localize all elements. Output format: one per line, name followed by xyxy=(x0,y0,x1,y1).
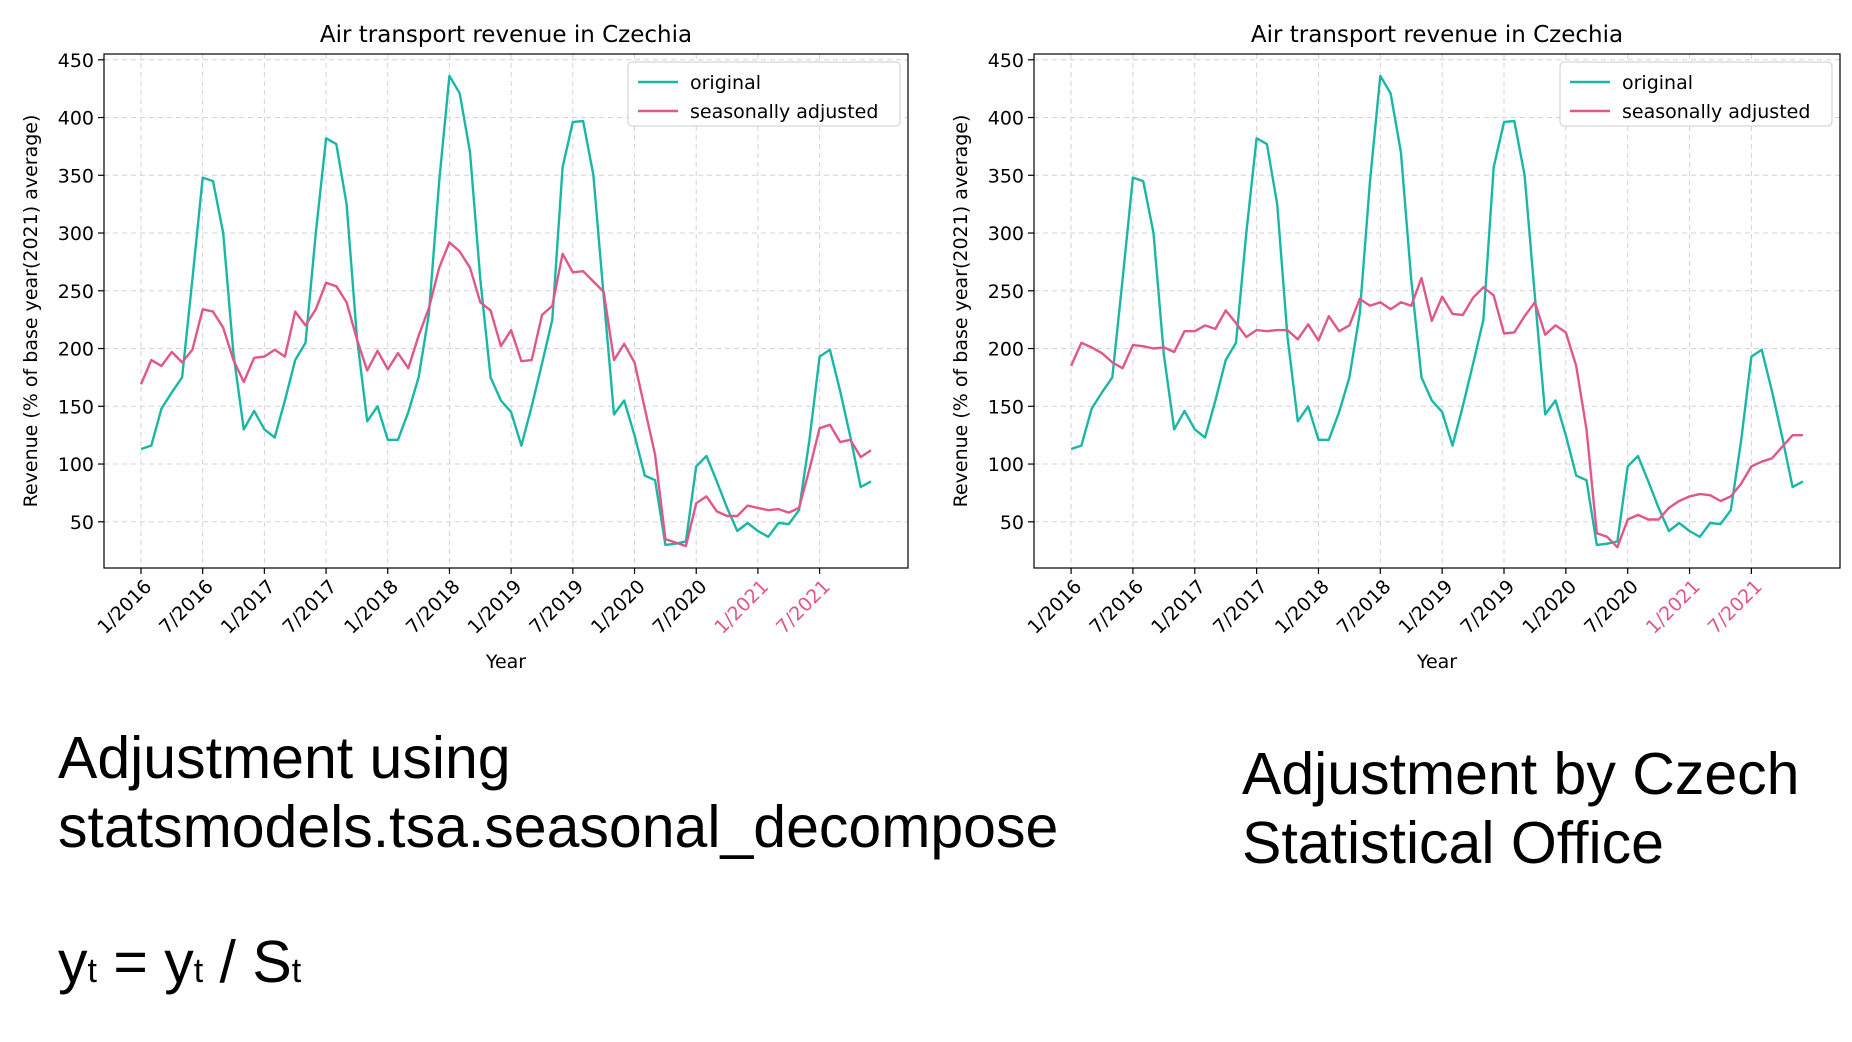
x-tick-label: 7/2020 xyxy=(1580,576,1643,639)
y-tick-label: 450 xyxy=(58,50,94,72)
chart-title: Air transport revenue in Czechia xyxy=(1251,22,1623,48)
y-axis-label: Revenue (% of base year(2021) average) xyxy=(20,115,42,508)
formula-divide-s: / S xyxy=(203,929,292,995)
legend: original seasonally adjusted xyxy=(627,61,901,127)
formula: yt = yt / St xyxy=(58,928,301,1006)
formula-equals-y: = y xyxy=(96,929,194,995)
y-tick-label: 150 xyxy=(58,396,94,418)
x-tick-label: 1/2016 xyxy=(93,576,156,639)
y-tick-label: 400 xyxy=(58,108,94,130)
y-tick-label: 100 xyxy=(988,454,1024,476)
x-axis-label: Year xyxy=(485,651,526,673)
y-tick-label: 150 xyxy=(988,396,1024,418)
x-tick-label: 1/2021 xyxy=(710,576,773,639)
y-tick-label: 50 xyxy=(70,512,94,534)
x-tick-label: 7/2018 xyxy=(1333,576,1396,639)
caption-right-line2: Statistical Office xyxy=(1242,810,1664,876)
chart-1: 501001502002503003504004501/20167/20161/… xyxy=(20,22,909,673)
series-line-seasonally-adjusted xyxy=(139,241,872,548)
x-tick-label: 1/2021 xyxy=(1642,576,1705,639)
x-tick-label: 7/2021 xyxy=(772,576,835,639)
x-tick-label: 1/2018 xyxy=(1271,576,1334,639)
legend-entry: seasonally adjusted xyxy=(1622,101,1810,123)
x-tick-label: 1/2016 xyxy=(1023,576,1086,639)
x-tick-label: 1/2017 xyxy=(217,576,280,639)
x-tick-label: 7/2017 xyxy=(1209,576,1272,639)
series-line-original xyxy=(140,74,872,547)
series-line-seasonally-adjusted xyxy=(1070,276,1803,549)
x-tick-label: 7/2019 xyxy=(525,576,588,639)
y-tick-label: 350 xyxy=(988,165,1024,187)
x-axis-label: Year xyxy=(1416,651,1457,673)
x-tick-label: 7/2021 xyxy=(1704,576,1767,639)
y-tick-label: 100 xyxy=(58,454,94,476)
legend-entry: seasonally adjusted xyxy=(690,101,878,123)
caption-right-line1: Adjustment by Czech xyxy=(1242,741,1800,807)
x-tick-label: 1/2019 xyxy=(1395,576,1458,639)
y-axis-label: Revenue (% of base year(2021) average) xyxy=(950,115,972,508)
x-tick-label: 1/2019 xyxy=(464,576,527,639)
x-tick-label: 1/2017 xyxy=(1147,576,1210,639)
x-tick-label: 1/2020 xyxy=(587,576,650,639)
y-tick-label: 200 xyxy=(58,339,94,361)
x-tick-label: 7/2019 xyxy=(1456,576,1519,639)
y-tick-label: 200 xyxy=(988,339,1024,361)
chart-title: Air transport revenue in Czechia xyxy=(320,22,692,48)
caption-left-line2: statsmodels.tsa.seasonal_decompose xyxy=(58,794,1059,860)
legend: original seasonally adjusted xyxy=(1559,61,1833,127)
x-tick-label: 7/2016 xyxy=(1085,576,1148,639)
x-tick-label: 1/2020 xyxy=(1518,576,1581,639)
legend-box xyxy=(627,61,901,127)
y-tick-label: 50 xyxy=(1000,512,1024,534)
formula-y: y xyxy=(58,929,88,995)
legend-entry: original xyxy=(1622,72,1693,94)
formula-sub-t1: t xyxy=(87,952,97,990)
y-tick-label: 350 xyxy=(58,165,94,187)
series-line-original xyxy=(1070,74,1804,547)
x-tick-label: 7/2018 xyxy=(402,576,465,639)
x-tick-label: 7/2017 xyxy=(278,576,341,639)
x-tick-label: 7/2016 xyxy=(155,576,218,639)
y-tick-label: 250 xyxy=(988,281,1024,303)
y-tick-label: 300 xyxy=(988,223,1024,245)
y-tick-label: 450 xyxy=(988,50,1024,72)
caption-left: Adjustment using statsmodels.tsa.seasona… xyxy=(58,724,1058,862)
formula-sub-t3: t xyxy=(291,952,302,990)
legend-entry: original xyxy=(690,72,761,94)
x-tick-label: 1/2018 xyxy=(340,576,403,639)
charts-canvas: 501001502002503003504004501/20167/20161/… xyxy=(20,22,1841,673)
caption-right: Adjustment by Czech Statistical Office xyxy=(1242,740,1799,878)
caption-left-line1: Adjustment using xyxy=(58,725,511,791)
y-tick-label: 250 xyxy=(58,281,94,303)
x-tick-label: 7/2020 xyxy=(649,576,712,639)
plot-frame xyxy=(1033,53,1841,569)
legend-box xyxy=(1559,61,1833,127)
y-tick-label: 400 xyxy=(988,108,1024,130)
plot-frame xyxy=(103,53,909,569)
formula-sub-t2: t xyxy=(193,952,204,990)
y-tick-label: 300 xyxy=(58,223,94,245)
